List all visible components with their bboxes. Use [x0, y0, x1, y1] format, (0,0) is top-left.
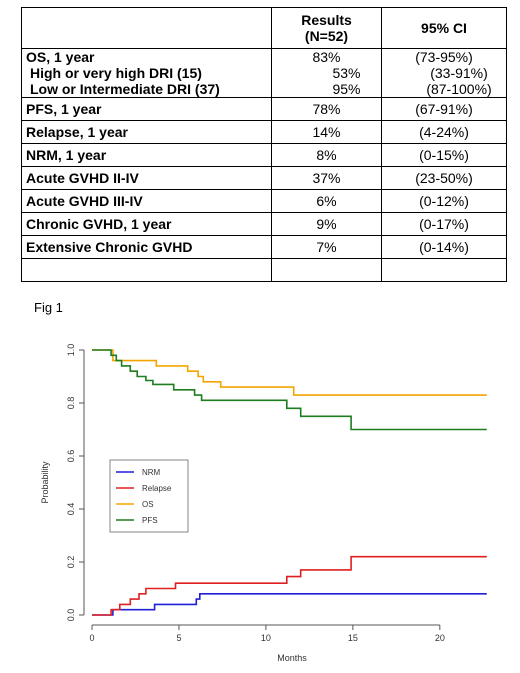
row-result: 7%	[271, 235, 382, 259]
row-sublabel: High or very high DRI (15)	[30, 65, 202, 81]
row-ci: (0-17%)	[381, 212, 507, 236]
row-result: 37%	[271, 166, 382, 190]
x-tick-label: 0	[89, 633, 94, 643]
table-row: Chronic GVHD, 1 year 9% (0-17%)	[21, 212, 507, 236]
y-tick-label: 0.2	[66, 556, 76, 569]
y-tick-label: 0.0	[66, 609, 76, 622]
row-sublabel: Low or Intermediate DRI (37)	[30, 81, 220, 97]
header-results-n: (N=52)	[304, 28, 349, 44]
series-line-relapse	[92, 555, 487, 616]
header-results-title: Results	[301, 12, 352, 28]
header-blank	[21, 7, 272, 49]
x-tick-label: 15	[348, 633, 358, 643]
row-label: OS, 1 year High or very high DRI (15) Lo…	[21, 48, 272, 98]
series-line-pfs	[92, 349, 487, 431]
row-result: 9%	[271, 212, 382, 236]
row-label	[21, 258, 272, 282]
row-result	[271, 258, 382, 282]
table-row: Extensive Chronic GVHD 7% (0-14%)	[21, 235, 507, 259]
header-ci: 95% CI	[381, 7, 507, 49]
row-result-main: 83%	[312, 49, 341, 65]
row-result: 14%	[271, 120, 382, 144]
results-table: Results (N=52) 95% CI OS, 1 year High or …	[21, 7, 507, 282]
row-label-main: OS, 1 year	[26, 49, 95, 65]
km-chart: 0.0 0.2 0.4 0.6 0.8 1.0 0 5 10 15 20 Months Probabil…	[40, 344, 487, 663]
table-row: Acute GVHD II-IV 37% (23-50%)	[21, 166, 507, 190]
y-tick-label: 1.0	[66, 344, 76, 357]
table-row	[21, 258, 507, 282]
row-ci-main: (73-95%)	[415, 49, 473, 65]
table-row: NRM, 1 year 8% (0-15%)	[21, 143, 507, 167]
legend-label: NRM	[142, 468, 161, 477]
row-result: 83% 53% 95%	[271, 48, 382, 98]
row-label: Relapse, 1 year	[21, 120, 272, 144]
row-label: Acute GVHD II-IV	[21, 166, 272, 190]
legend-label: PFS	[142, 516, 158, 525]
row-label: Acute GVHD III-IV	[21, 189, 272, 213]
legend-label: OS	[142, 500, 154, 509]
y-axis-label: Probability	[40, 461, 50, 504]
y-tick-label: 0.8	[66, 397, 76, 410]
legend-label: Relapse	[142, 484, 172, 493]
x-tick-label: 5	[176, 633, 181, 643]
row-subresult: 53%	[332, 65, 361, 81]
row-subresult: 95%	[332, 81, 361, 97]
row-label: NRM, 1 year	[21, 143, 272, 167]
figure-label: Fig 1	[34, 300, 63, 315]
row-ci: (73-95%) (33-91%) (87-100%)	[381, 48, 507, 98]
x-axis-label: Months	[277, 653, 307, 663]
table-row: Acute GVHD III-IV 6% (0-12%)	[21, 189, 507, 213]
row-result: 78%	[271, 97, 382, 121]
row-result: 6%	[271, 189, 382, 213]
table-row: OS, 1 year High or very high DRI (15) Lo…	[21, 48, 507, 98]
row-subci: (87-100%)	[426, 81, 492, 97]
x-tick-label: 10	[261, 633, 271, 643]
row-label: Extensive Chronic GVHD	[21, 235, 272, 259]
table-header-row: Results (N=52) 95% CI	[21, 7, 507, 49]
y-tick-label: 0.4	[66, 503, 76, 516]
row-result: 8%	[271, 143, 382, 167]
row-ci: (0-14%)	[381, 235, 507, 259]
x-tick-label: 20	[435, 633, 445, 643]
row-ci: (23-50%)	[381, 166, 507, 190]
series-line-os	[92, 349, 487, 396]
row-label: Chronic GVHD, 1 year	[21, 212, 272, 236]
row-ci: (4-24%)	[381, 120, 507, 144]
row-ci: (0-12%)	[381, 189, 507, 213]
row-ci: (0-15%)	[381, 143, 507, 167]
row-ci	[381, 258, 507, 282]
header-results: Results (N=52)	[271, 7, 382, 49]
row-ci: (67-91%)	[381, 97, 507, 121]
y-tick-label: 0.6	[66, 450, 76, 463]
row-label: PFS, 1 year	[21, 97, 272, 121]
table-row: PFS, 1 year 78% (67-91%)	[21, 97, 507, 121]
row-subci: (33-91%)	[430, 65, 488, 81]
table-row: Relapse, 1 year 14% (4-24%)	[21, 120, 507, 144]
series-line-nrm	[92, 593, 487, 616]
